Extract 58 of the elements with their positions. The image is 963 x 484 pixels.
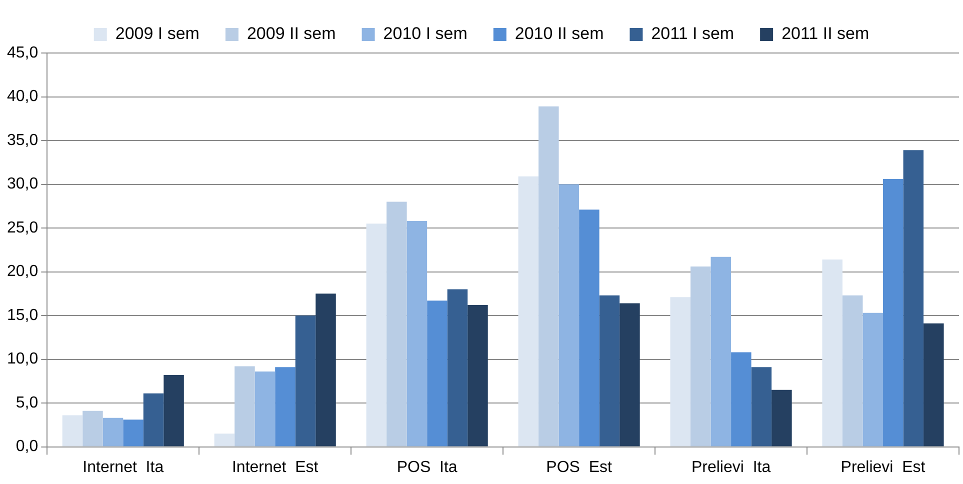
bar	[518, 176, 539, 446]
bar	[123, 420, 144, 446]
bar	[316, 294, 336, 446]
bar	[82, 410, 103, 446]
bar	[690, 266, 711, 446]
y-tick-label: 25,0	[7, 219, 38, 236]
y-tick-label: 45,0	[7, 44, 38, 62]
y-tick-label: 20,0	[7, 263, 38, 280]
bar	[386, 202, 407, 446]
y-tick-label: 40,0	[7, 88, 38, 106]
bar	[599, 295, 620, 446]
bar	[406, 221, 428, 446]
bar	[822, 260, 842, 446]
y-tick-label: 0,0	[16, 438, 38, 456]
x-tick-label: Internet Est	[232, 458, 319, 476]
bar	[214, 434, 235, 446]
bar	[924, 323, 944, 446]
x-tick-label: Prelievi Est	[840, 458, 926, 476]
bar	[295, 316, 316, 446]
y-tick-label: 15,0	[7, 306, 38, 324]
bar	[234, 366, 255, 446]
bar	[427, 300, 448, 446]
y-tick-label: 30,0	[7, 176, 38, 193]
legend-label: 2010 I sem	[383, 24, 468, 44]
bar	[620, 303, 640, 446]
x-tick-label: POS Ita	[396, 458, 458, 476]
bar	[164, 375, 184, 446]
x-tick-label: Internet Ita	[82, 458, 164, 476]
legend-label: 2010 II sem	[514, 24, 604, 44]
legend-label: 2009 I sem	[115, 24, 200, 44]
bar	[275, 367, 296, 446]
x-tick-label: POS Est	[546, 458, 613, 476]
x-tick-label: Prelievi Ita	[691, 458, 771, 476]
y-tick-label: 5,0	[16, 394, 38, 412]
bar	[102, 418, 124, 446]
bar	[772, 390, 792, 446]
bar	[670, 297, 691, 446]
bar	[538, 106, 559, 446]
legend-label: 2011 II sem	[782, 24, 870, 44]
y-tick-label: 10,0	[7, 350, 38, 368]
bar	[731, 352, 752, 446]
bar	[468, 305, 488, 446]
bar	[883, 179, 904, 446]
bar	[579, 210, 600, 446]
bar	[751, 367, 772, 446]
bar	[842, 295, 863, 446]
bar	[143, 393, 164, 446]
bar	[447, 289, 468, 446]
bar	[558, 184, 580, 446]
bar	[710, 256, 732, 446]
legend-label: 2011 I sem	[651, 24, 734, 44]
bar	[366, 224, 387, 446]
y-tick-label: 35,0	[7, 132, 38, 149]
legend-label: 2009 II sem	[246, 24, 336, 44]
bar	[254, 372, 276, 446]
bar	[862, 312, 884, 446]
bar	[903, 150, 924, 446]
bar	[62, 415, 83, 446]
